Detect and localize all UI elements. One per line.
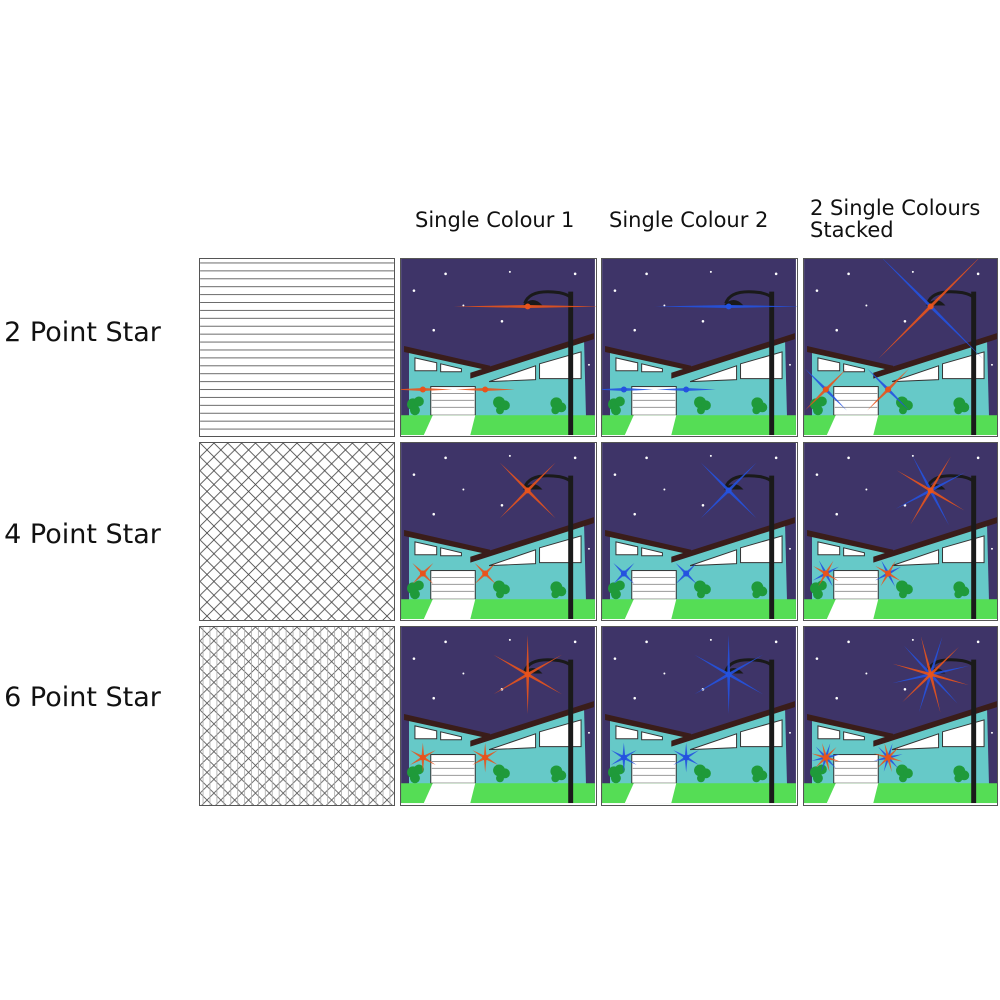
- scene-panel: [803, 626, 998, 806]
- row-label-6-point-star: 6 Point Star: [4, 682, 161, 713]
- pattern-crosshatch-with-verticals: [199, 626, 395, 806]
- scene-panel: [803, 258, 998, 437]
- night-house-scene: [804, 627, 997, 805]
- night-house-scene: [401, 627, 596, 805]
- garage-light-star-flare: [867, 368, 910, 411]
- garage-light-star-flare: [875, 560, 901, 587]
- lamp-star-flare: [654, 303, 797, 310]
- pattern-horizontal-lines: [199, 258, 395, 437]
- garage-light-star-flare: [675, 563, 697, 585]
- garage-light-star-flare: [613, 563, 635, 585]
- garage-light-star-flare: [611, 742, 637, 773]
- night-house-scene: [401, 443, 596, 620]
- scene-panel: [400, 626, 597, 806]
- column-header-stacked-line1: 2 Single Colours: [810, 196, 981, 220]
- column-header-stacked-line2: Stacked: [810, 218, 894, 242]
- scene-panel: [601, 626, 798, 806]
- garage-light-star-flare: [401, 386, 453, 393]
- column-header-single-colour-1: Single Colour 1: [415, 208, 575, 232]
- garage-light-star-flare: [873, 743, 903, 772]
- garage-light-star-flare: [412, 563, 434, 585]
- lamp-star-flare: [694, 634, 763, 715]
- garage-light-star-flare: [474, 563, 496, 585]
- garage-light-star-flare: [410, 742, 436, 773]
- night-house-scene: [602, 627, 797, 805]
- scene-panel: [803, 442, 998, 621]
- row-label-2-point-star: 2 Point Star: [4, 317, 161, 348]
- garage-light-star-flare: [602, 386, 654, 393]
- row-label-4-point-star: 4 Point Star: [4, 519, 161, 550]
- lamp-star-flare: [499, 462, 556, 519]
- night-house-scene: [602, 443, 797, 620]
- lamp-star-flare: [892, 636, 969, 713]
- lamp-star-flare: [700, 462, 757, 519]
- night-house-scene: [602, 259, 797, 436]
- pattern-diagonal-crosshatch: [199, 442, 395, 621]
- night-house-scene: [401, 259, 596, 436]
- column-header-single-colour-2: Single Colour 2: [609, 208, 769, 232]
- scene-panel: [601, 442, 798, 621]
- night-house-scene: [804, 443, 997, 620]
- night-house-scene: [804, 259, 997, 436]
- lamp-star-flare: [896, 456, 965, 525]
- lamp-star-flare: [453, 303, 596, 310]
- lamp-star-flare: [878, 259, 979, 359]
- garage-light-star-flare: [804, 368, 847, 411]
- garage-light-star-flare: [811, 743, 841, 772]
- column-header-stacked: 2 Single Colours Stacked: [810, 197, 980, 241]
- scene-panel: [400, 442, 597, 621]
- garage-light-star-flare: [813, 560, 839, 587]
- garage-light-star-flare: [472, 742, 498, 773]
- scene-panel: [400, 258, 597, 437]
- scene-panel: [601, 258, 798, 437]
